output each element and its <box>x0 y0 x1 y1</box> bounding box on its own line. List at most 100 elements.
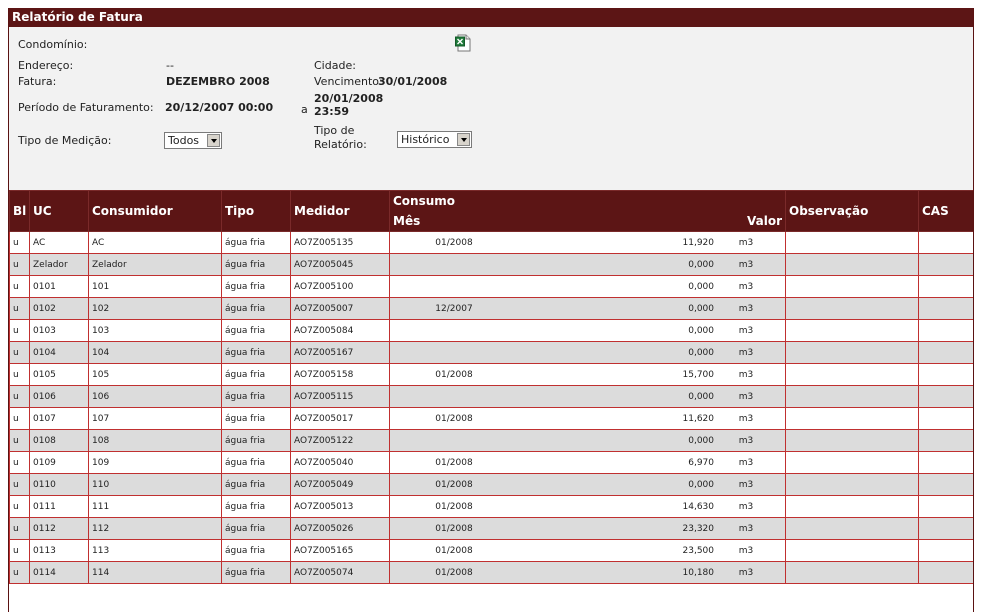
cell-bl: u <box>9 363 30 386</box>
cell-cas <box>918 473 973 496</box>
cell-consumo: 0,000 m3 <box>389 341 786 364</box>
cell-consumo: 0,000 m3 <box>389 385 786 408</box>
cell-mes: 01/2008 <box>435 523 473 534</box>
cell-consumidor: Zelador <box>88 253 222 276</box>
cell-unidade: m3 <box>738 567 754 578</box>
cell-mes: 01/2008 <box>435 479 473 490</box>
cell-valor: 0,000 <box>688 325 714 336</box>
cell-consumidor: 112 <box>88 517 222 540</box>
cell-unidade: m3 <box>738 325 754 336</box>
periodo-end-time: 23:59 <box>314 105 350 118</box>
cell-unidade: m3 <box>738 303 754 314</box>
cell-uc: 0113 <box>29 539 89 562</box>
cell-cas <box>918 561 973 584</box>
table-row: u 0107 107 água fria AO7Z005017 01/2008 11,620… <box>9 407 973 430</box>
cell-valor: 0,000 <box>688 281 714 292</box>
cell-tipo: água fria <box>221 539 291 562</box>
table-header-row: Bl UC Consumidor Tipo Medidor Consumo Mê… <box>9 190 973 232</box>
cell-observacao <box>785 539 919 562</box>
cell-observacao <box>785 451 919 474</box>
chevron-down-icon[interactable] <box>207 134 220 147</box>
col-header-medidor: Medidor <box>290 190 390 232</box>
cell-tipo: água fria <box>221 429 291 452</box>
cell-consumo: 01/2008 15,700 m3 <box>389 363 786 386</box>
cell-medidor: AO7Z005045 <box>290 253 390 276</box>
cell-valor: 11,920 <box>682 237 715 248</box>
cell-uc: 0109 <box>29 451 89 474</box>
periodo-label: Período de Faturamento: <box>18 101 154 114</box>
cell-medidor: AO7Z005084 <box>290 319 390 342</box>
endereco-label: Endereço: <box>18 59 74 72</box>
cell-cas <box>918 451 973 474</box>
cell-medidor: AO7Z005100 <box>290 275 390 298</box>
cell-observacao <box>785 341 919 364</box>
cell-uc: 0102 <box>29 297 89 320</box>
periodo-start: 20/12/2007 00:00 <box>165 101 274 114</box>
cell-cas <box>918 517 973 540</box>
cell-valor: 10,180 <box>682 567 715 578</box>
col-header-valor: Valor <box>746 214 782 228</box>
cell-cas <box>918 297 973 320</box>
cell-medidor: AO7Z005049 <box>290 473 390 496</box>
cell-tipo: água fria <box>221 407 291 430</box>
cell-bl: u <box>9 231 30 254</box>
endereco-value: -- <box>166 59 174 72</box>
cell-unidade: m3 <box>738 281 754 292</box>
table-row: u 0101 101 água fria AO7Z005100 0,000 m3 <box>9 275 973 298</box>
cell-observacao <box>785 561 919 584</box>
cell-cas <box>918 341 973 364</box>
cell-consumo: 0,000 m3 <box>389 319 786 342</box>
fatura-label: Fatura: <box>18 75 57 88</box>
cell-uc: 0101 <box>29 275 89 298</box>
vencimento-label: Vencimento: <box>314 75 383 88</box>
table-row: u 0108 108 água fria AO7Z005122 0,000 m3 <box>9 429 973 452</box>
cell-tipo: água fria <box>221 473 291 496</box>
tipo-medicao-selected-value: Todos <box>168 134 200 147</box>
cell-consumidor: 107 <box>88 407 222 430</box>
condominio-label: Condomínio: <box>18 38 88 51</box>
cell-consumo: 12/2007 0,000 m3 <box>389 297 786 320</box>
cell-bl: u <box>9 253 30 276</box>
cell-tipo: água fria <box>221 385 291 408</box>
cell-bl: u <box>9 429 30 452</box>
cell-consumo: 0,000 m3 <box>389 429 786 452</box>
cell-unidade: m3 <box>738 545 754 556</box>
cell-observacao <box>785 363 919 386</box>
cell-observacao <box>785 495 919 518</box>
cell-unidade: m3 <box>738 347 754 358</box>
cell-consumidor: 110 <box>88 473 222 496</box>
cell-consumo: 01/2008 0,000 m3 <box>389 473 786 496</box>
cell-mes: 01/2008 <box>435 567 473 578</box>
chevron-down-icon[interactable] <box>457 133 470 146</box>
cell-cas <box>918 407 973 430</box>
excel-icon[interactable] <box>455 34 471 52</box>
cell-observacao <box>785 297 919 320</box>
cell-mes: 01/2008 <box>435 457 473 468</box>
cell-uc: 0106 <box>29 385 89 408</box>
cell-uc: 0103 <box>29 319 89 342</box>
cell-unidade: m3 <box>738 457 754 468</box>
cell-uc: 0112 <box>29 517 89 540</box>
tipo-relatorio-select[interactable]: Histórico <box>397 131 472 148</box>
cell-bl: u <box>9 517 30 540</box>
cell-tipo: água fria <box>221 451 291 474</box>
vencimento-value: 30/01/2008 <box>378 75 448 88</box>
fatura-value: DEZEMBRO 2008 <box>166 75 270 88</box>
cell-mes: 01/2008 <box>435 545 473 556</box>
cell-valor: 0,000 <box>688 259 714 270</box>
cell-consumo: 01/2008 10,180 m3 <box>389 561 786 584</box>
table-row: u 0113 113 água fria AO7Z005165 01/2008 23,500… <box>9 539 973 562</box>
cell-tipo: água fria <box>221 561 291 584</box>
cell-mes: 01/2008 <box>435 413 473 424</box>
cell-medidor: AO7Z005007 <box>290 297 390 320</box>
cell-consumo: 01/2008 11,620 m3 <box>389 407 786 430</box>
cell-bl: u <box>9 275 30 298</box>
cell-valor: 14,630 <box>682 501 715 512</box>
cell-tipo: água fria <box>221 495 291 518</box>
tipo-medicao-select[interactable]: Todos <box>164 132 222 149</box>
cell-cas <box>918 385 973 408</box>
cell-bl: u <box>9 341 30 364</box>
cell-uc: 0107 <box>29 407 89 430</box>
cell-tipo: água fria <box>221 275 291 298</box>
invoice-report-panel: Relatório de Fatura Condomínio: Endereço… <box>8 8 974 612</box>
